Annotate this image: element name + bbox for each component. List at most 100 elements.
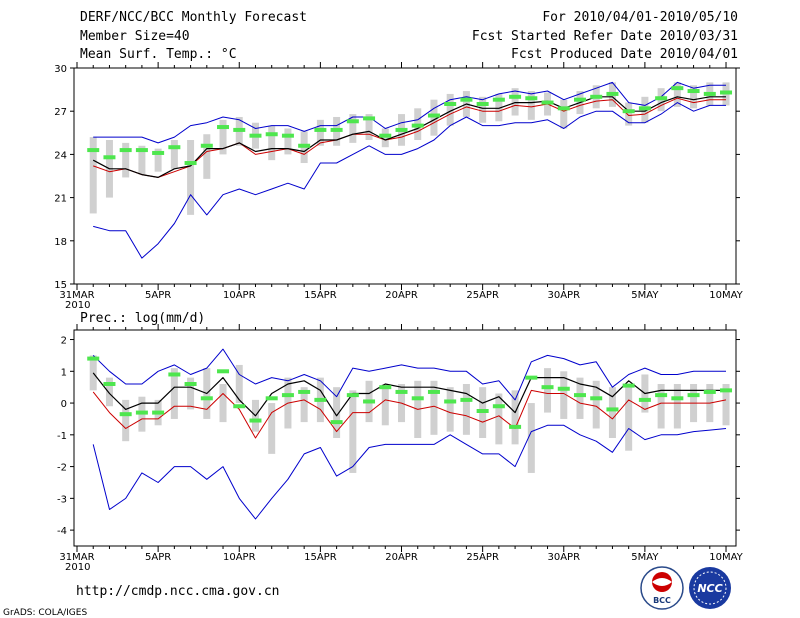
median-marker bbox=[200, 143, 213, 148]
ytick-label: 24 bbox=[54, 150, 67, 161]
ytick-label: 30 bbox=[54, 64, 67, 75]
median-marker bbox=[298, 389, 311, 394]
median-marker bbox=[557, 106, 570, 111]
variable-label-temp: Mean Surf. Temp.: °C bbox=[80, 47, 237, 62]
median-marker bbox=[687, 393, 700, 398]
median-marker bbox=[427, 389, 440, 394]
spread-bar bbox=[122, 142, 130, 178]
xtick-label: 30APR bbox=[547, 552, 580, 563]
median-marker bbox=[444, 102, 457, 106]
median-marker bbox=[509, 94, 522, 99]
ytick-label: 15 bbox=[54, 280, 67, 291]
xtick-label: 25APR bbox=[466, 552, 499, 563]
xtick-label: 30APR bbox=[547, 290, 580, 301]
median-marker bbox=[460, 97, 473, 102]
xtick-label: 15APR bbox=[304, 290, 337, 301]
spread-bar bbox=[349, 114, 357, 143]
median-marker bbox=[87, 356, 100, 361]
spread-bar bbox=[495, 393, 503, 445]
spread-bar bbox=[479, 96, 487, 123]
red-line bbox=[92, 389, 727, 439]
spread-bar bbox=[560, 371, 568, 419]
median-marker bbox=[379, 385, 392, 390]
spread-bar bbox=[625, 102, 633, 126]
median-marker bbox=[330, 420, 343, 425]
spread-bar bbox=[527, 403, 535, 473]
envelope-high-line bbox=[92, 348, 726, 401]
median-marker bbox=[217, 369, 230, 374]
spread-bar bbox=[544, 368, 552, 413]
spread-bar bbox=[625, 387, 633, 451]
median-marker bbox=[606, 407, 619, 412]
ensemble-mean-line bbox=[92, 96, 726, 178]
spread-bar bbox=[592, 380, 600, 429]
median-marker bbox=[233, 127, 246, 132]
envelope-high-line bbox=[93, 81, 726, 144]
spread-bar bbox=[657, 384, 665, 429]
chart-title: DERF/NCC/BCC Monthly Forecast bbox=[80, 10, 307, 25]
median-marker bbox=[363, 116, 376, 121]
spread-bar bbox=[511, 390, 519, 445]
median-marker bbox=[152, 410, 165, 415]
spread-bar bbox=[462, 384, 470, 435]
xtick-label: 10APR bbox=[223, 290, 256, 301]
xtick-label: 5APR bbox=[145, 552, 171, 563]
ytick-label: -1 bbox=[57, 431, 67, 442]
xtick-label: 5MAY bbox=[631, 552, 659, 563]
median-marker bbox=[314, 397, 327, 402]
median-marker bbox=[492, 404, 505, 409]
median-marker bbox=[492, 97, 505, 102]
spread-bar bbox=[138, 145, 146, 175]
precipitation-panel: -4 -3 -2 -1 0 1 2 31MAR 5APR 10APR 15APR 20APR 25APR… bbox=[57, 324, 744, 573]
spread-bar bbox=[673, 384, 681, 429]
median-marker bbox=[395, 389, 408, 394]
spread-bar bbox=[203, 134, 211, 179]
spread-bar bbox=[381, 384, 389, 426]
median-marker bbox=[573, 97, 586, 102]
spread-bar bbox=[722, 384, 730, 426]
spread-bar bbox=[170, 140, 178, 169]
ytick-label: 21 bbox=[54, 194, 67, 205]
spread-bar bbox=[187, 377, 195, 410]
median-marker bbox=[395, 127, 408, 132]
spread-bar bbox=[235, 364, 243, 404]
spread-bar bbox=[430, 380, 438, 435]
spread-bar bbox=[446, 93, 454, 126]
xtick-label: 5APR bbox=[145, 290, 171, 301]
median-marker bbox=[233, 404, 246, 409]
median-marker bbox=[168, 145, 181, 150]
xtick-label: 10MAY bbox=[709, 290, 743, 301]
median-marker bbox=[703, 389, 716, 394]
median-marker bbox=[557, 386, 570, 391]
ncc-logo: NCC bbox=[689, 567, 731, 609]
spread-bar bbox=[495, 93, 503, 122]
ytick-label: 27 bbox=[54, 107, 67, 118]
median-marker bbox=[249, 133, 262, 138]
ytick-label: 2 bbox=[61, 336, 67, 347]
median-marker bbox=[671, 396, 684, 401]
fcst-produced: Fcst Produced Date 2010/04/01 bbox=[511, 47, 738, 62]
spread-bar bbox=[333, 387, 341, 438]
median-marker bbox=[541, 385, 554, 390]
median-marker bbox=[671, 86, 684, 91]
median-marker bbox=[135, 148, 148, 153]
xtick-label: 10MAY bbox=[709, 552, 743, 563]
median-marker bbox=[655, 96, 668, 101]
spread-bar bbox=[219, 384, 227, 423]
footer-url[interactable]: http://cmdp.ncc.cma.gov.cn bbox=[76, 584, 280, 599]
ytick-label: -3 bbox=[57, 494, 67, 505]
spread-bar bbox=[170, 368, 178, 419]
spread-bar bbox=[511, 88, 519, 116]
spread-bar bbox=[690, 85, 698, 109]
median-marker bbox=[168, 372, 181, 377]
median-marker bbox=[638, 397, 651, 402]
median-marker bbox=[346, 393, 359, 398]
median-marker bbox=[476, 409, 489, 413]
spread-bar bbox=[316, 119, 324, 146]
ytick-label: 1 bbox=[61, 367, 67, 378]
xtick-year-label: 2010 bbox=[65, 300, 90, 311]
ytick-label: -2 bbox=[57, 463, 67, 474]
median-marker bbox=[281, 133, 294, 138]
median-marker bbox=[509, 424, 522, 429]
spread-bar bbox=[89, 137, 97, 214]
